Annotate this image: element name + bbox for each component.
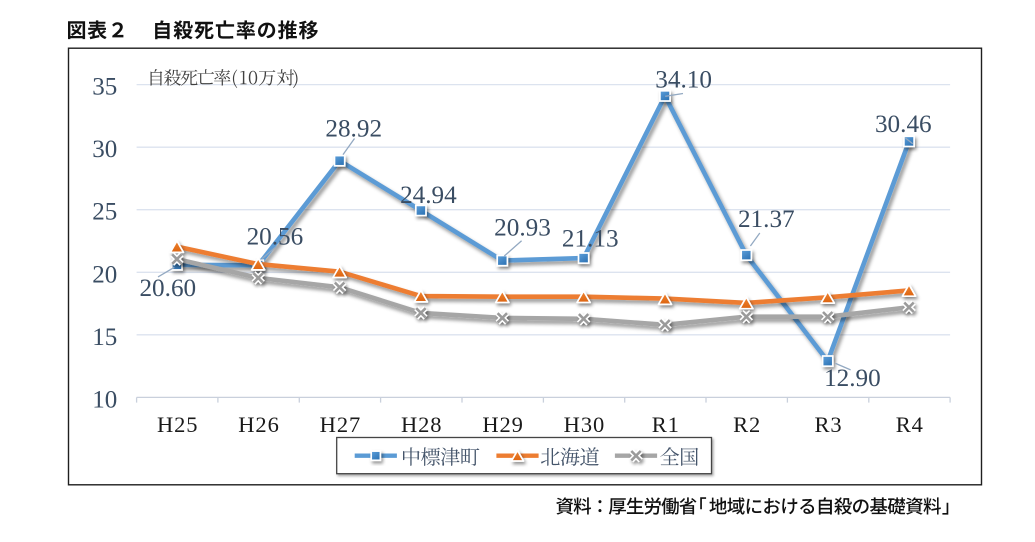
svg-text:H29: H29 — [482, 412, 523, 437]
svg-text:21.37: 21.37 — [738, 206, 795, 233]
svg-text:12.90: 12.90 — [824, 365, 881, 392]
svg-text:30.46: 30.46 — [875, 111, 932, 138]
svg-text:25: 25 — [92, 199, 117, 226]
svg-text:H28: H28 — [401, 412, 442, 437]
svg-text:R2: R2 — [733, 412, 761, 437]
svg-text:R3: R3 — [814, 412, 842, 437]
svg-text:R4: R4 — [896, 412, 924, 437]
svg-text:35: 35 — [92, 74, 117, 101]
svg-text:20: 20 — [92, 261, 117, 288]
svg-text:28.92: 28.92 — [325, 116, 382, 143]
svg-text:21.13: 21.13 — [562, 225, 619, 252]
svg-text:H26: H26 — [238, 412, 279, 437]
svg-text:H27: H27 — [320, 412, 361, 437]
svg-text:H30: H30 — [564, 412, 605, 437]
svg-text:15: 15 — [92, 324, 117, 351]
svg-text:R1: R1 — [652, 412, 680, 437]
svg-text:10: 10 — [92, 386, 117, 413]
svg-text:24.94: 24.94 — [400, 182, 457, 209]
svg-text:H25: H25 — [157, 412, 198, 437]
svg-text:20.60: 20.60 — [139, 275, 196, 302]
svg-text:20.56: 20.56 — [247, 223, 304, 250]
svg-text:20.93: 20.93 — [494, 215, 551, 242]
svg-text:34.10: 34.10 — [655, 67, 712, 94]
svg-text:30: 30 — [92, 136, 117, 163]
